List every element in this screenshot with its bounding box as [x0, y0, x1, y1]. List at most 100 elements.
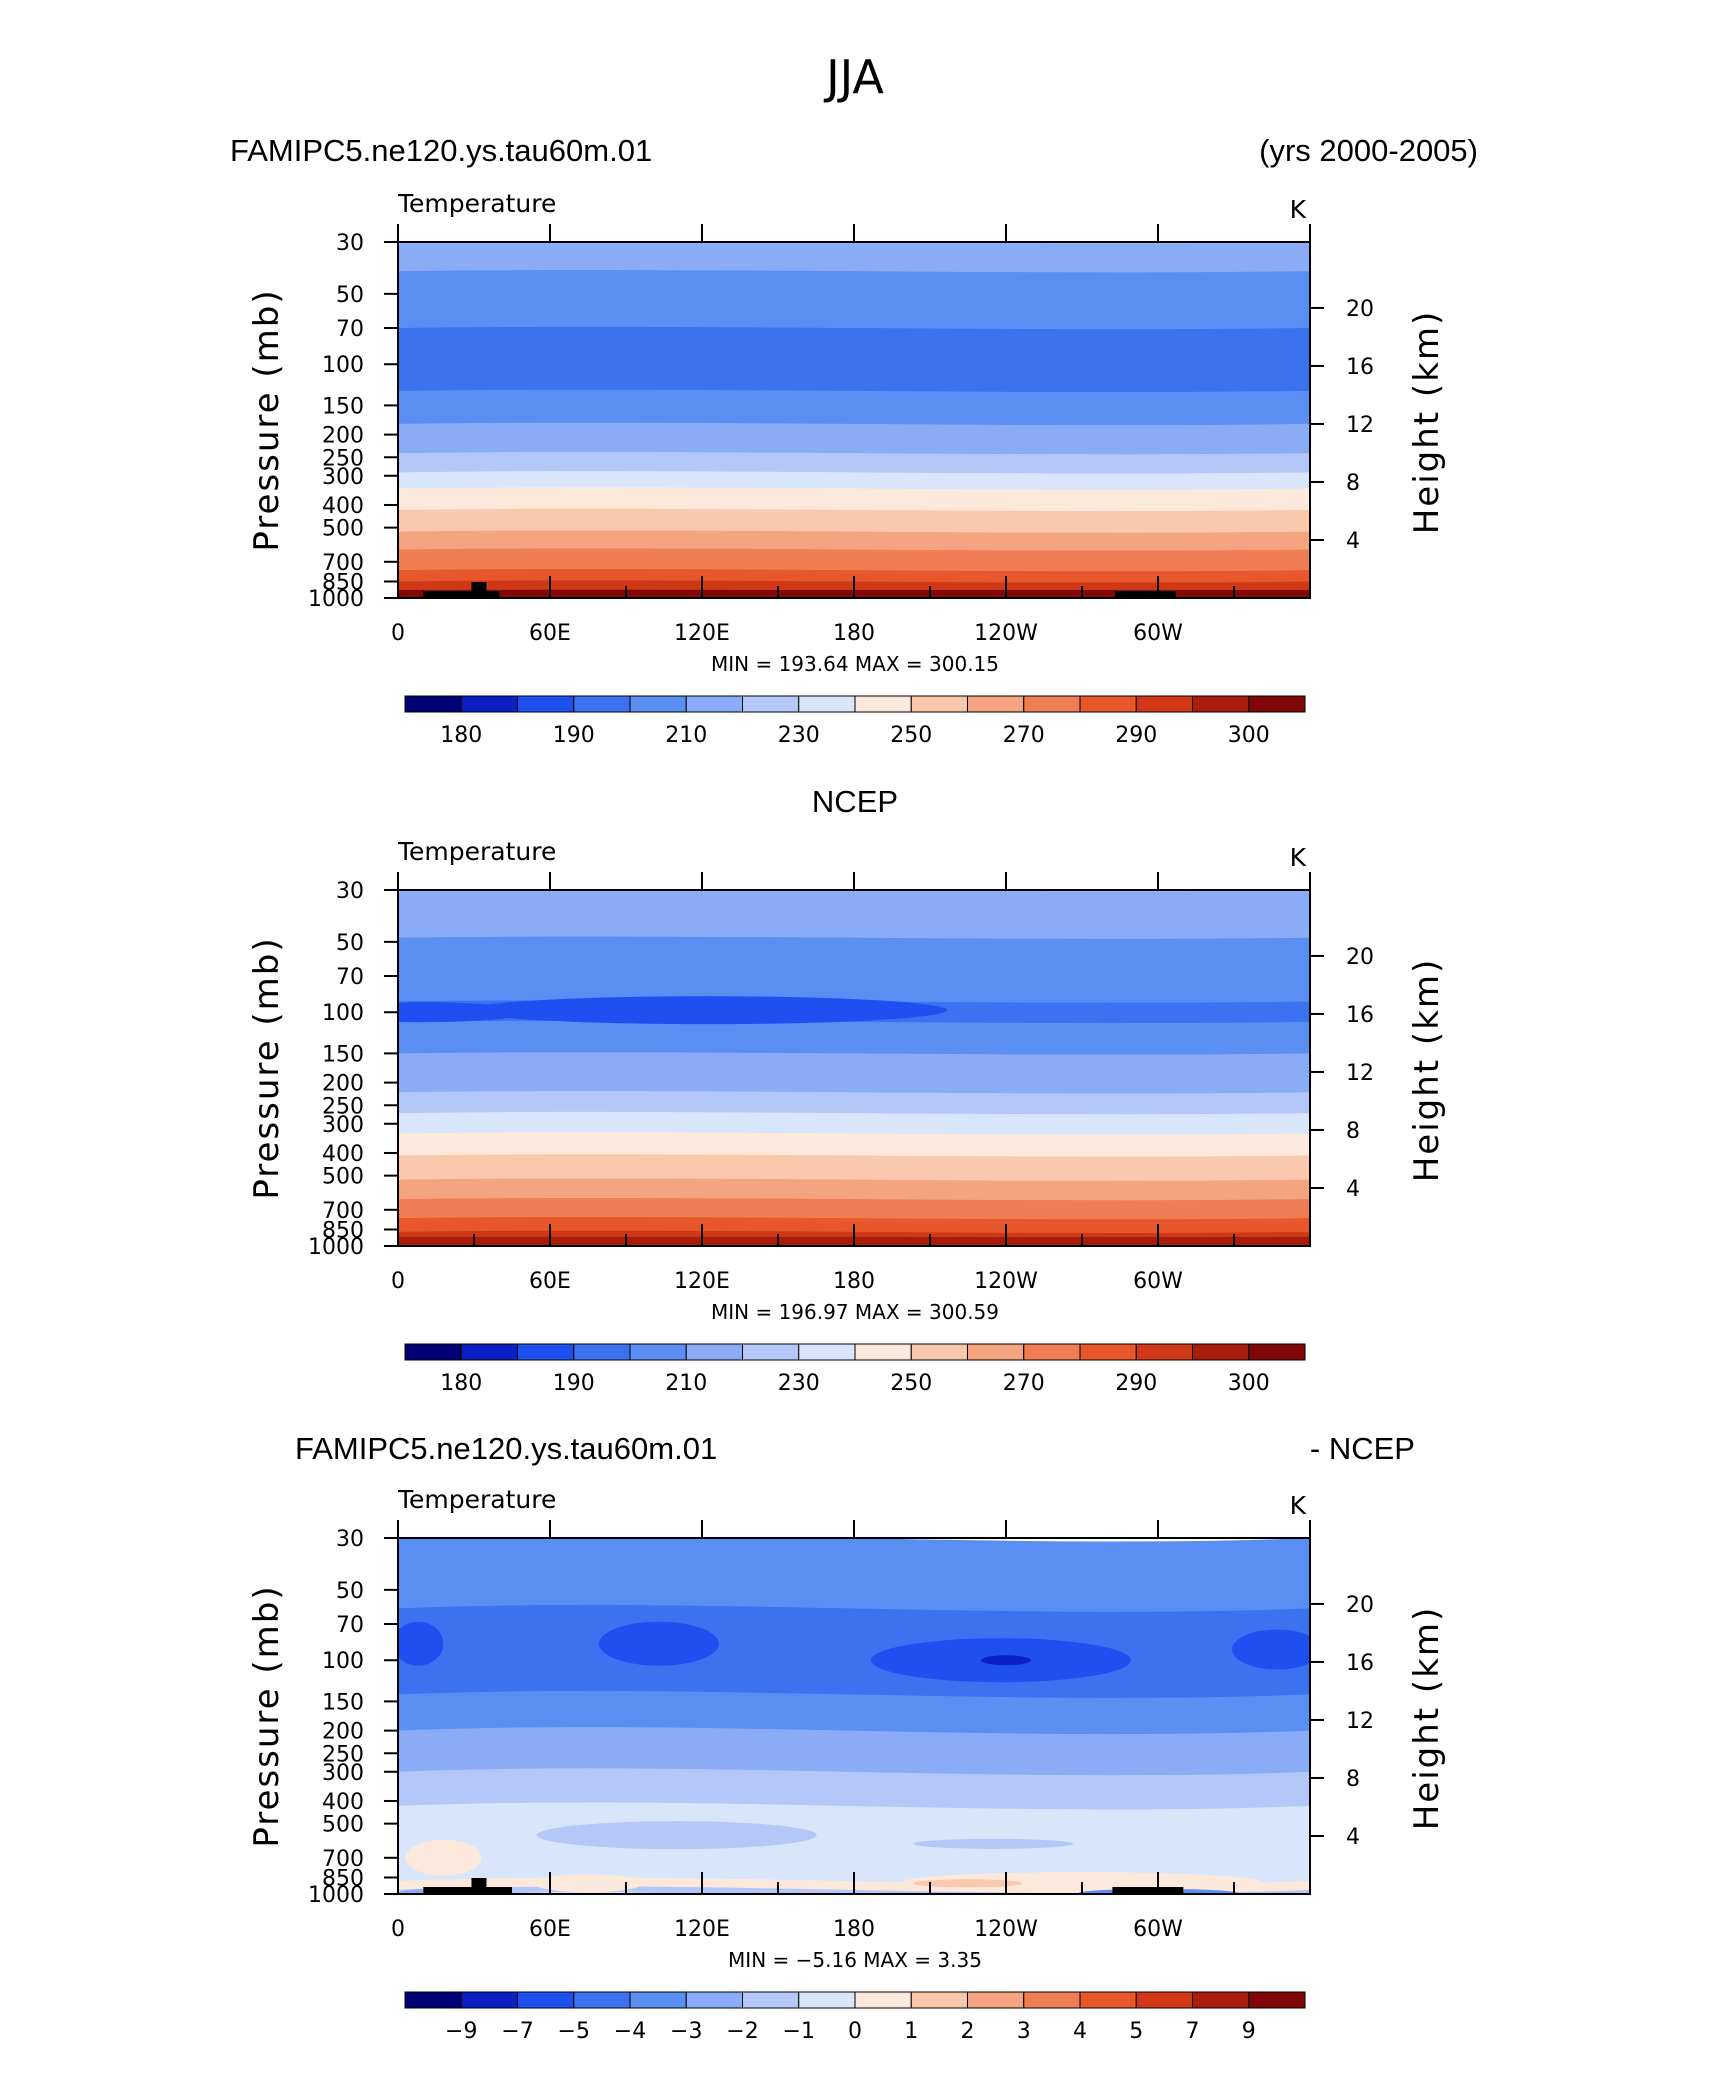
x-tick-label: 60W	[1133, 1269, 1183, 1294]
y-tick-label: 1000	[308, 587, 364, 612]
contour-cell	[1232, 1629, 1310, 1670]
y-tick-label: 200	[322, 1072, 364, 1097]
colorbar-swatch	[798, 695, 856, 713]
contour-band	[398, 1132, 1310, 1159]
plot-area: Temperature K3050701001502002503004005007…	[247, 1485, 1447, 2044]
colorbar-swatch	[685, 1991, 743, 2009]
y-tick-label: 850	[322, 571, 364, 596]
contour-band	[398, 1538, 1310, 1614]
units-label: K	[1290, 195, 1307, 224]
contour-band	[398, 326, 1310, 395]
colorbar-swatch	[460, 695, 518, 713]
y-tick-label: 300	[322, 465, 364, 490]
colorbar-swatch	[967, 1343, 1025, 1361]
x-tick-label: 60E	[529, 621, 571, 646]
colorbar-label: 5	[1129, 2019, 1143, 2044]
y-tick-label: 400	[322, 1142, 364, 1167]
panel-model: FAMIPC5.ne120.ys.tau60m.01 (yrs 2000-200…	[230, 133, 1478, 748]
contour-cell	[913, 1879, 1023, 1888]
panel-header-left: FAMIPC5.ne120.ys.tau60m.01	[230, 133, 652, 168]
colorbar-swatch	[854, 1991, 912, 2009]
colorbar-swatch	[573, 1991, 631, 2009]
y-tick-label: 100	[322, 1649, 364, 1674]
colorbar-swatch	[967, 1991, 1025, 2009]
panel-header-center: NCEP	[812, 784, 898, 819]
plot-area: Temperature K3050701001502002503004005007…	[247, 189, 1447, 748]
y2-tick-label: 8	[1346, 471, 1360, 496]
y-tick-label: 500	[322, 1813, 364, 1838]
stats-label: MIN = −5.16 MAX = 3.35	[728, 1948, 982, 1972]
colorbar-label: 210	[665, 723, 707, 748]
y-tick-label: 300	[322, 1761, 364, 1786]
colorbar-label: 290	[1115, 1371, 1157, 1396]
y-tick-label: 200	[322, 1720, 364, 1745]
colorbar-label: 230	[778, 1371, 820, 1396]
panel-difference: FAMIPC5.ne120.ys.tau60m.01 - NCEP Temper…	[247, 1431, 1447, 2044]
y-tick-label: 200	[322, 424, 364, 449]
terrain-mask	[1114, 591, 1176, 598]
colorbar-label: −4	[614, 2019, 646, 2044]
y2-tick-label: 12	[1346, 1061, 1374, 1086]
x-tick-label: 180	[833, 1917, 875, 1942]
colorbar-label: 4	[1073, 2019, 1087, 2044]
y-tick-label: 100	[322, 1001, 364, 1026]
colorbar-swatch	[910, 1343, 968, 1361]
contour-cell	[467, 996, 948, 1025]
contour-cell	[398, 1002, 529, 1023]
terrain-mask	[423, 1887, 512, 1894]
x-tick-label: 60W	[1133, 1917, 1183, 1942]
contour-band	[398, 242, 1310, 275]
contour-band	[398, 1154, 1310, 1183]
x-tick-label: 60E	[529, 1269, 571, 1294]
x-tick-label: 180	[833, 621, 875, 646]
contour-cell	[981, 1655, 1031, 1666]
panel-header-left: FAMIPC5.ne120.ys.tau60m.01	[295, 1431, 717, 1466]
y-tick-label: 50	[336, 931, 364, 956]
colorbar-label: −1	[783, 2019, 815, 2044]
colorbar-swatch	[1135, 1343, 1193, 1361]
colorbar-swatch	[573, 1343, 631, 1361]
contour-band	[398, 1111, 1310, 1137]
contour-cell	[405, 1839, 482, 1876]
colorbar-swatch	[1248, 1343, 1306, 1361]
colorbar-swatch	[854, 1343, 912, 1361]
colorbar-swatch	[404, 695, 462, 713]
contour-band	[398, 548, 1310, 574]
colorbar-swatch	[1079, 1343, 1137, 1361]
contour-cell	[913, 1838, 1074, 1849]
panel-header-right: - NCEP	[1310, 1431, 1415, 1466]
y-tick-label: 1000	[308, 1883, 364, 1908]
colorbar-swatch	[742, 695, 800, 713]
panel-header-right: (yrs 2000-2005)	[1259, 133, 1478, 168]
stats-label: MIN = 193.64 MAX = 300.15	[711, 652, 999, 676]
field-label: Temperature	[397, 1485, 556, 1514]
y-axis-title: Pressure (mb)	[247, 288, 287, 551]
colorbar-swatch	[1023, 695, 1081, 713]
x-tick-label: 0	[391, 1917, 405, 1942]
contour-cell	[533, 1874, 643, 1893]
y-tick-label: 150	[322, 1690, 364, 1715]
contour-band	[398, 530, 1310, 553]
colorbar-label: 3	[1017, 2019, 1031, 2044]
colorbar-swatch	[1248, 695, 1306, 713]
contour-band	[398, 1690, 1310, 1737]
contour-band	[398, 471, 1310, 492]
colorbar-label: 9	[1242, 2019, 1256, 2044]
colorbar-swatch	[910, 1991, 968, 2009]
colorbar-swatch	[1135, 695, 1193, 713]
y-tick-label: 250	[322, 446, 364, 471]
colorbar-swatch	[854, 695, 912, 713]
contour-fill	[398, 1538, 1310, 1894]
figure-title: JJA	[823, 50, 884, 104]
colorbar-swatch	[517, 1343, 575, 1361]
contour-band	[398, 508, 1310, 535]
colorbar-swatch	[460, 1991, 518, 2009]
colorbar-swatch	[629, 1991, 687, 2009]
y-tick-label: 500	[322, 517, 364, 542]
colorbar-swatch	[967, 695, 1025, 713]
colorbar-label: 250	[890, 723, 932, 748]
contour-band	[398, 1052, 1310, 1096]
colorbar-swatch	[404, 1991, 462, 2009]
y2-tick-label: 4	[1346, 1177, 1360, 1202]
